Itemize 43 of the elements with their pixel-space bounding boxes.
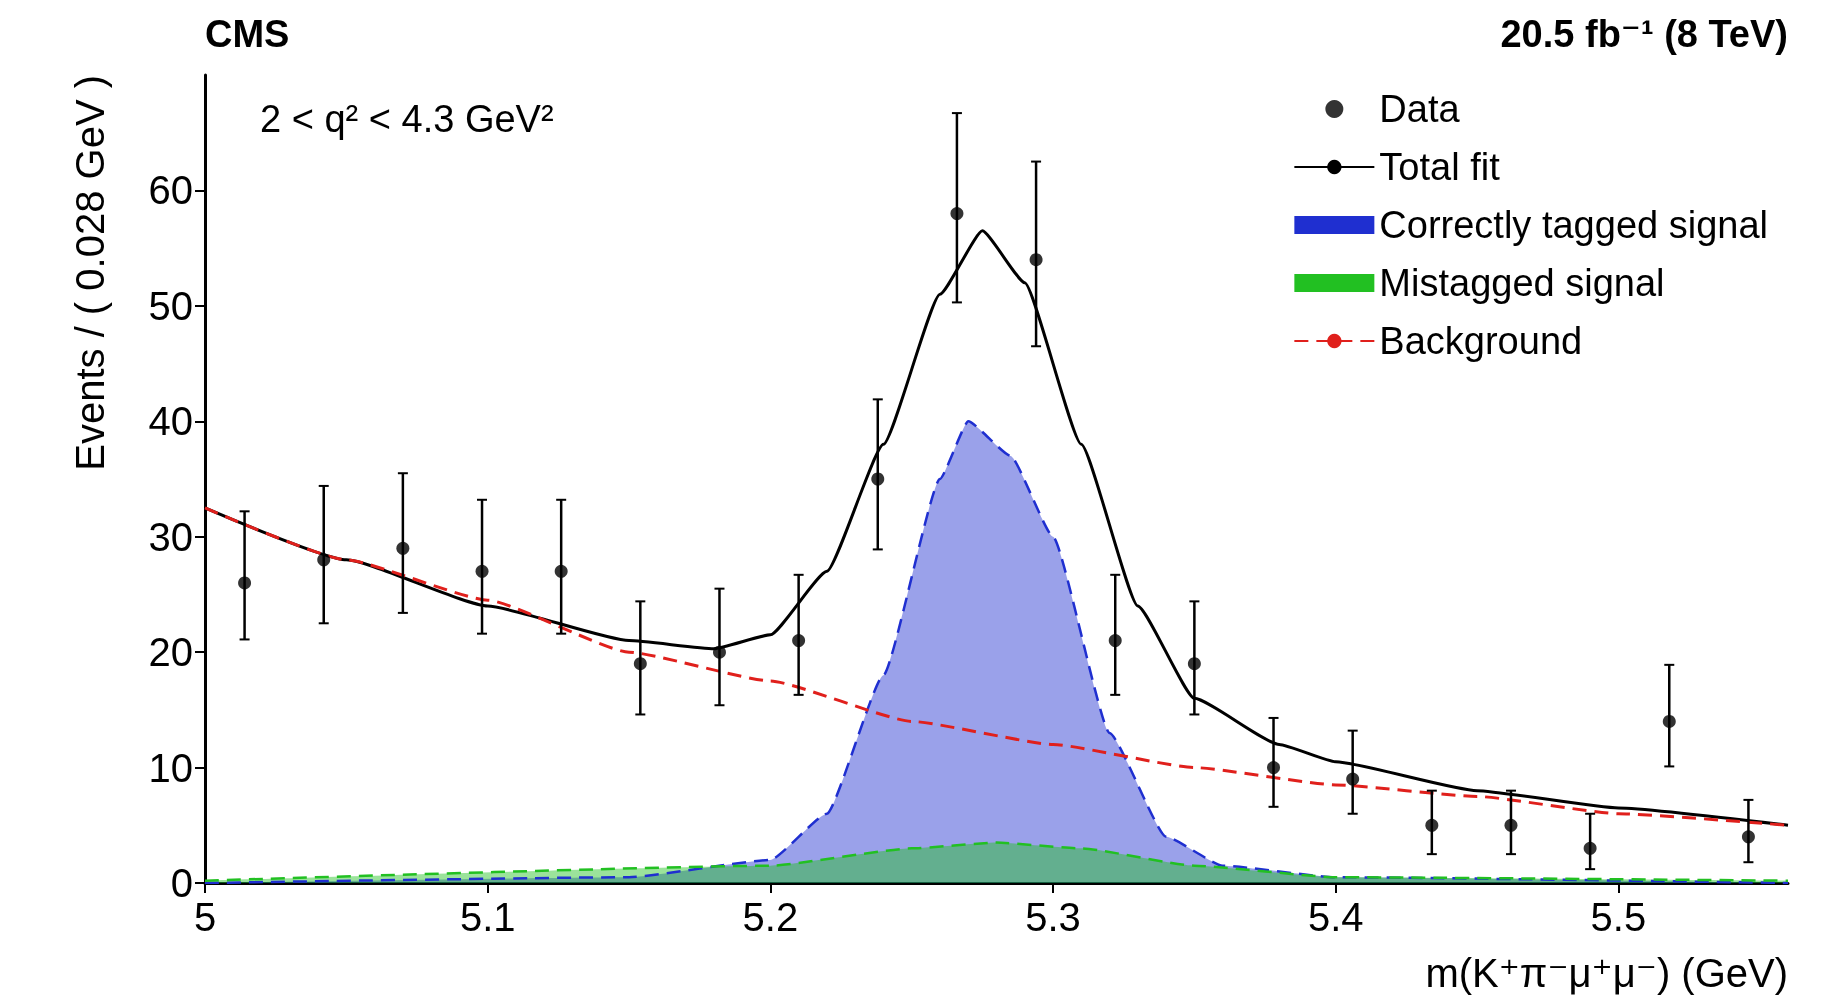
point [950, 207, 964, 221]
legend-label: Background [1379, 320, 1583, 362]
point [871, 472, 885, 486]
point [633, 657, 647, 671]
point [712, 645, 726, 659]
point [1346, 772, 1360, 786]
legend-label: Data [1379, 88, 1461, 130]
x-tick-label: 5.2 [742, 895, 799, 939]
point [238, 576, 252, 590]
point [1504, 818, 1518, 832]
point [317, 553, 331, 567]
y-tick-label: 60 [148, 168, 193, 213]
point [1187, 657, 1201, 671]
x-tick-label: 5.1 [459, 895, 516, 939]
y-axis-title: Events / ( 0.028 GeV ) [68, 75, 112, 471]
y-tick-label: 10 [148, 745, 193, 790]
y-tick-label: 30 [148, 514, 193, 559]
legend-label: Mistagged signal [1379, 262, 1665, 304]
x-tick-label: 5.3 [1025, 895, 1081, 939]
point [554, 564, 568, 578]
x-tick-label: 5.4 [1307, 895, 1364, 939]
point [1741, 830, 1755, 844]
point [1267, 761, 1281, 775]
point [1583, 841, 1597, 855]
point [792, 634, 806, 648]
chart-title: CMS [205, 13, 290, 55]
point [475, 564, 489, 578]
legend-label: Total fit [1379, 146, 1501, 188]
x-tick-label: 5 [193, 895, 217, 939]
x-axis-title: m(K⁺π⁻μ⁺μ⁻) (GeV) [1425, 951, 1788, 995]
point [1029, 253, 1043, 267]
x-tick-label: 5.5 [1590, 895, 1647, 939]
point [1662, 714, 1676, 728]
point [1425, 818, 1439, 832]
chart-subtitle: 20.5 fb⁻¹ (8 TeV) [1500, 13, 1789, 55]
y-tick-label: 20 [148, 630, 193, 675]
y-tick-label: 50 [148, 283, 193, 328]
y-tick-label: 0 [170, 861, 193, 905]
point [1108, 634, 1122, 648]
legend-label: Correctly tagged signal [1379, 204, 1769, 246]
point [396, 541, 410, 555]
y-tick-label: 40 [148, 399, 193, 444]
annotation: 2 < q² < 4.3 GeV² [260, 98, 554, 140]
